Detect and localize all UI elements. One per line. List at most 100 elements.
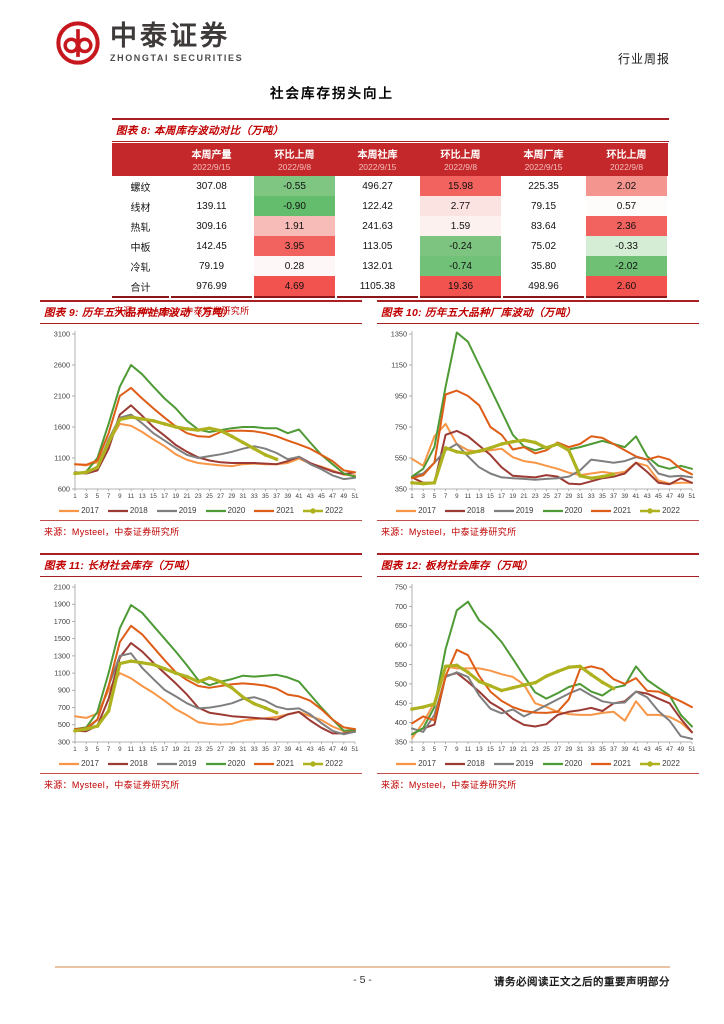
svg-text:3: 3 xyxy=(421,746,425,753)
svg-text:1100: 1100 xyxy=(54,669,70,678)
table-row: 中板 142.45 3.95 113.05 -0.24 75.02 -0.33 xyxy=(112,236,669,256)
legend-item-2018: 2018 xyxy=(444,759,485,768)
row-label: 合计 xyxy=(112,276,170,297)
svg-text:49: 49 xyxy=(340,493,347,500)
legend-item-2018: 2018 xyxy=(107,506,148,515)
svg-text:43: 43 xyxy=(307,746,314,753)
svg-text:17: 17 xyxy=(161,493,168,500)
legend-label: 2021 xyxy=(276,506,295,515)
table-body: 螺纹 307.08 -0.55 496.27 15.98 225.35 2.02 线材 139.… xyxy=(112,176,669,297)
svg-text:1: 1 xyxy=(410,493,414,500)
svg-text:21: 21 xyxy=(521,493,528,500)
svg-text:1500: 1500 xyxy=(54,634,70,643)
legend-item-2019: 2019 xyxy=(156,506,197,515)
legend-label: 2022 xyxy=(325,506,343,515)
legend-label: 2019 xyxy=(515,759,534,768)
svg-text:41: 41 xyxy=(296,493,303,500)
svg-text:19: 19 xyxy=(509,746,516,753)
legend-item-2018: 2018 xyxy=(444,506,485,515)
svg-text:47: 47 xyxy=(329,746,336,753)
svg-text:2600: 2600 xyxy=(54,360,70,369)
figure-title: 图表 8: 本周库存波动对比（万吨） xyxy=(112,120,669,142)
table-cell: 1.91 xyxy=(252,216,337,236)
zhongtai-logo-icon xyxy=(56,21,100,65)
svg-text:37: 37 xyxy=(610,746,617,753)
legend-label: 2019 xyxy=(515,506,534,515)
legend-label: 2021 xyxy=(613,506,632,515)
legend-item-2020: 2020 xyxy=(542,506,582,515)
svg-text:600: 600 xyxy=(58,484,70,493)
page-title: 社会库存拐头向上 xyxy=(270,86,394,101)
table-header: 本周产量 2022/9/15 环比上周 2022/9/8 本周社库 2022/9/15 环比… xyxy=(112,143,668,176)
svg-text:35: 35 xyxy=(262,746,269,753)
table-cell: 83.64 xyxy=(501,216,586,236)
svg-text:5: 5 xyxy=(433,746,437,753)
table-cell: 976.99 xyxy=(169,276,254,297)
row-label: 螺纹 xyxy=(112,176,170,196)
row-label: 冷轧 xyxy=(112,256,170,276)
svg-text:33: 33 xyxy=(251,746,258,753)
svg-text:23: 23 xyxy=(195,746,202,753)
column-header: 环比上周 2022/9/8 xyxy=(419,143,502,176)
svg-text:31: 31 xyxy=(240,493,247,500)
svg-text:950: 950 xyxy=(395,391,407,400)
figure-title: 图表 12: 板材社会库存（万吨） xyxy=(377,555,699,577)
svg-text:3100: 3100 xyxy=(54,329,70,338)
svg-text:43: 43 xyxy=(307,493,314,500)
svg-text:5: 5 xyxy=(96,493,100,500)
svg-text:41: 41 xyxy=(296,746,303,753)
svg-text:11: 11 xyxy=(465,746,472,753)
column-header: 本周厂库 2022/9/15 xyxy=(502,143,585,176)
svg-text:13: 13 xyxy=(476,746,483,753)
svg-text:51: 51 xyxy=(689,493,696,500)
table-cell: 2.36 xyxy=(584,216,669,236)
svg-text:11: 11 xyxy=(465,493,472,500)
svg-text:27: 27 xyxy=(217,493,224,500)
svg-text:23: 23 xyxy=(195,493,202,500)
svg-text:37: 37 xyxy=(610,493,617,500)
source-note: 来源：Mysteel，中泰证券研究所 xyxy=(40,520,362,540)
svg-text:1100: 1100 xyxy=(54,453,70,462)
table-row: 合计 976.99 4.69 1105.38 19.36 498.96 2.60 xyxy=(112,276,669,297)
svg-text:13: 13 xyxy=(139,746,146,753)
svg-text:35: 35 xyxy=(262,493,269,500)
legend-label: 2021 xyxy=(613,759,632,768)
legend-item-2020: 2020 xyxy=(205,506,245,515)
legend-item-2022: 2022 xyxy=(640,759,680,768)
doc-type-label: 行业周报 xyxy=(617,52,670,66)
svg-text:600: 600 xyxy=(395,641,407,650)
svg-text:1350: 1350 xyxy=(391,329,407,338)
svg-text:9: 9 xyxy=(455,746,459,753)
svg-text:21: 21 xyxy=(521,746,528,753)
page-footer: - 5 - 请务必阅读正文之后的重要声明部分 xyxy=(55,966,670,989)
svg-text:400: 400 xyxy=(395,718,407,727)
svg-text:29: 29 xyxy=(565,493,572,500)
svg-text:7: 7 xyxy=(107,746,111,753)
column-header: 环比上周 2022/9/8 xyxy=(253,143,336,176)
svg-text:17: 17 xyxy=(498,493,505,500)
table-cell: 139.11 xyxy=(169,196,254,216)
svg-text:39: 39 xyxy=(621,493,628,500)
table-cell: 496.27 xyxy=(335,176,420,196)
svg-text:700: 700 xyxy=(58,703,70,712)
svg-text:1: 1 xyxy=(73,493,77,500)
svg-text:29: 29 xyxy=(565,746,572,753)
legend-label: 2018 xyxy=(129,506,148,515)
legend-item-2019: 2019 xyxy=(493,506,534,515)
svg-text:25: 25 xyxy=(206,746,213,753)
svg-text:450: 450 xyxy=(395,699,407,708)
svg-text:550: 550 xyxy=(395,453,407,462)
legend-item-2022: 2022 xyxy=(303,759,343,768)
svg-text:31: 31 xyxy=(240,746,247,753)
svg-text:350: 350 xyxy=(395,737,407,746)
svg-text:33: 33 xyxy=(588,493,595,500)
table-row: 热轧 309.16 1.91 241.63 1.59 83.64 2.36 xyxy=(112,216,669,236)
svg-text:15: 15 xyxy=(487,493,494,500)
svg-text:700: 700 xyxy=(395,602,407,611)
row-label: 中板 xyxy=(112,236,170,256)
svg-text:550: 550 xyxy=(395,660,407,669)
svg-text:51: 51 xyxy=(352,493,359,500)
